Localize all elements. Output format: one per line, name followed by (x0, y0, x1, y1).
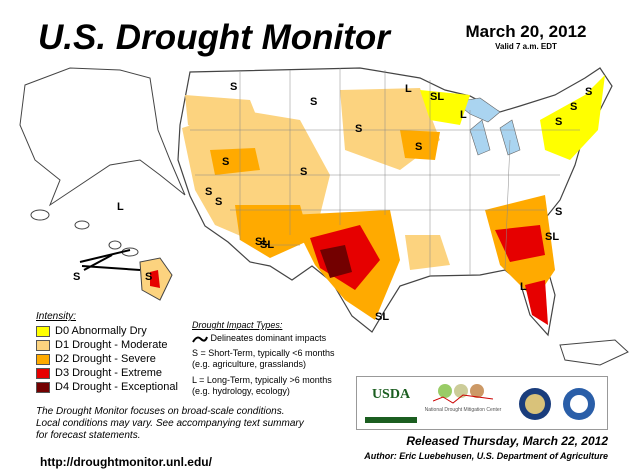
legend-label: D1 Drought - Moderate (55, 339, 168, 351)
legend-label: D3 Drought - Extreme (55, 367, 162, 379)
impact-label: S (585, 86, 592, 98)
ndmc-trees (433, 384, 493, 404)
impact-label: S (355, 123, 362, 135)
impact-label: S (205, 186, 212, 198)
long-term: L = Long-Term, typically >6 months (192, 375, 332, 385)
impact-label: SL (430, 91, 444, 103)
delineates: Delineates dominant impacts (210, 333, 327, 343)
state-lines (190, 68, 580, 275)
impact-label: SL (545, 231, 559, 243)
long-term-eg: (e.g. hydrology, ecology) (192, 386, 290, 396)
impact-label: S (415, 141, 422, 153)
legend-item: D4 Drought - Exceptional (36, 380, 178, 394)
impact-label: S (310, 96, 317, 108)
note-line: The Drought Monitor focuses on broad-sca… (36, 406, 285, 417)
short-term: S = Short-Term, typically <6 months (192, 348, 335, 358)
author: Author: Eric Luebehusen, U.S. Department… (364, 451, 608, 461)
legend-swatch (36, 325, 50, 337)
legend-item: D3 Drought - Extreme (36, 366, 178, 380)
note-line: Local conditions may vary. See accompany… (36, 418, 304, 429)
logos-box: USDA National Drought Mitigation Center (356, 376, 608, 430)
impact-label: S (555, 206, 562, 218)
legend-item: D1 Drought - Moderate (36, 338, 178, 352)
puerto-rico (559, 339, 629, 366)
delineates-row: Delineates dominant impacts (192, 333, 335, 344)
legend-label: D2 Drought - Severe (55, 353, 156, 365)
impact-title: Drought Impact Types: (192, 320, 283, 330)
legend-swatch (36, 339, 50, 351)
note: The Drought Monitor focuses on broad-sca… (36, 406, 304, 442)
impact-label: S (222, 156, 229, 168)
impact-label: SL (255, 236, 269, 248)
agency-seals (519, 388, 595, 420)
impact-label: S (215, 196, 222, 208)
usda-logo: USDA (365, 387, 417, 423)
released: Released Thursday, March 22, 2012 (406, 434, 608, 448)
impact-label: S (145, 271, 152, 283)
impact-label: SL (260, 239, 274, 251)
impact-label: S (555, 116, 562, 128)
legend-swatch (36, 367, 50, 379)
legend-swatch (36, 353, 50, 365)
legend-label: D0 Abnormally Dry (55, 325, 147, 337)
title: U.S. Drought Monitor (38, 18, 390, 57)
impact-label: SL (375, 311, 389, 323)
hawaii-pointers (79, 249, 141, 271)
ndmc-logo: National Drought Mitigation Center (424, 407, 502, 413)
hawaii (30, 209, 173, 301)
impact-label: L (117, 201, 124, 213)
short-term-eg: (e.g. agriculture, grasslands) (192, 359, 307, 369)
impact-label: L (520, 281, 527, 293)
hawaii-d3 (150, 270, 160, 288)
note-line: for forecast statements. (36, 430, 141, 441)
impact-label: S (73, 271, 80, 283)
legend-title: Intensity: (36, 311, 77, 322)
legend-swatch (36, 381, 50, 393)
legend: Intensity: D0 Abnormally Dry D1 Drought -… (36, 311, 178, 394)
legend-item: D0 Abnormally Dry (36, 324, 178, 338)
alaska (19, 67, 186, 207)
date: March 20, 2012 (465, 22, 587, 41)
impact-line-icon (192, 336, 208, 343)
impact-label: S (570, 101, 577, 113)
impact-types: Drought Impact Types: Delineates dominan… (192, 320, 335, 397)
url[interactable]: http://droughtmonitor.unl.edu/ (40, 455, 212, 469)
legend-item: D2 Drought - Severe (36, 352, 178, 366)
impact-label: L (405, 83, 412, 95)
legend-label: D4 Drought - Exceptional (55, 381, 178, 393)
great-lakes (454, 97, 521, 156)
impact-label: S (230, 81, 237, 93)
valid-time: Valid 7 a.m. EDT (495, 42, 557, 51)
impact-label: S (300, 166, 307, 178)
impact-label: L (460, 109, 467, 121)
